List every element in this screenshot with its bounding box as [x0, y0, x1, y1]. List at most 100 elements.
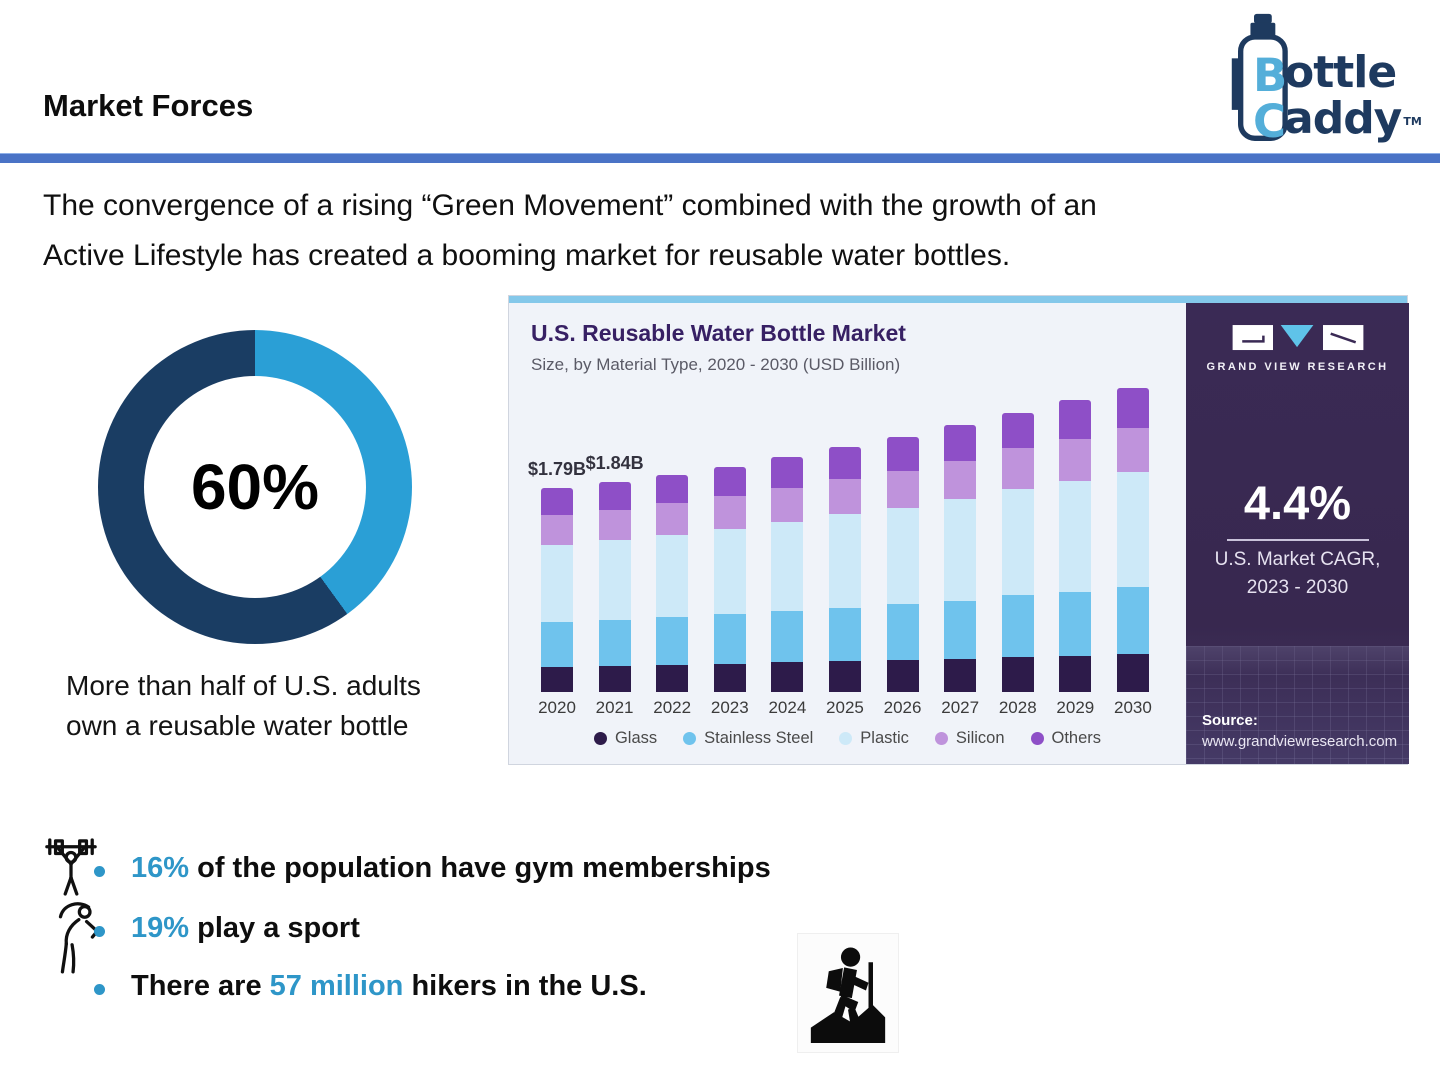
bar-2020: $1.79B 2020 — [528, 459, 586, 717]
bullet-play-sport: 19% play a sport — [94, 912, 360, 945]
bar-segment-plastic — [1059, 481, 1092, 592]
bar-segment-glass — [656, 664, 689, 692]
bar-segment-stainless-steel — [598, 620, 631, 666]
bullet-dot — [94, 866, 105, 877]
legend-label: Plastic — [860, 729, 909, 747]
x-tick-2030: 2030 — [1114, 698, 1152, 717]
bar-segment-stainless-steel — [1059, 591, 1092, 656]
bar-segment-glass — [771, 662, 804, 692]
intro-line-2: Active Lifestyle has created a booming m… — [43, 239, 1011, 272]
bar-segment-plastic — [598, 540, 631, 621]
bar-2029: 2029 — [1056, 400, 1094, 717]
bar-segment-glass — [828, 661, 861, 692]
bullet-suffix: play a sport — [189, 912, 360, 944]
bar-segment-stainless-steel — [1001, 595, 1034, 657]
x-tick-2025: 2025 — [826, 698, 864, 717]
bar-chart-area: U.S. Reusable Water Bottle Market Size, … — [509, 303, 1186, 764]
figure-top-strip — [509, 296, 1407, 303]
chart-title: U.S. Reusable Water Bottle Market — [531, 320, 906, 346]
cagr-underline — [1226, 539, 1369, 541]
weightlifter-icon — [45, 838, 97, 896]
bar-segment-stainless-steel — [656, 616, 689, 665]
legend-item-stainless-steel: Stainless Steel — [683, 729, 813, 748]
bar-segment-others — [886, 437, 919, 472]
bar-segment-others — [1116, 388, 1149, 428]
legend-dot — [839, 732, 853, 745]
bar-2030: 2030 — [1114, 388, 1152, 717]
bar-2027: 2027 — [941, 425, 979, 717]
legend-item-plastic: Plastic — [839, 729, 909, 748]
bullet-hikers: There are 57 million hikers in the U.S. — [94, 970, 647, 1003]
donut-hole: 60% — [144, 376, 366, 598]
logo-word-caddy-text: addy — [1284, 93, 1402, 144]
x-tick-2023: 2023 — [710, 698, 749, 717]
hiker-icon-card — [798, 934, 898, 1052]
bar-2024: 2024 — [768, 457, 806, 717]
cagr-label-line-1: U.S. Market CAGR, — [1214, 549, 1381, 570]
bar-segment-others — [944, 425, 977, 461]
bar-segment-others — [713, 467, 746, 496]
legend-dot — [934, 732, 948, 745]
bar-segment-plastic — [886, 507, 919, 605]
legend-item-glass: Glass — [593, 729, 658, 748]
bar-segment-others — [1059, 400, 1092, 439]
cagr-label-line-2: 2023 - 2030 — [1246, 577, 1349, 598]
bar-segment-stainless-steel — [541, 622, 573, 667]
bar-segment-glass — [1116, 654, 1149, 692]
bar-segment-stainless-steel — [944, 600, 977, 659]
bar-segment-silicon — [944, 460, 977, 500]
bar-segment-silicon — [1059, 438, 1092, 482]
bar-segment-others — [1001, 413, 1034, 449]
legend-label: Glass — [614, 729, 658, 747]
bar-segment-glass — [1001, 656, 1034, 692]
bullet-highlight: 19% — [131, 912, 190, 944]
bar-segment-stainless-steel — [828, 607, 861, 662]
x-tick-2020: 2020 — [538, 698, 576, 717]
bullet-text: There are 57 million hikers in the U.S. — [131, 970, 647, 1003]
bar-segment-stainless-steel — [771, 611, 804, 663]
bar-segment-silicon — [713, 495, 746, 529]
bullet-gym-memberships: 16% of the population have gym membershi… — [94, 852, 771, 885]
logo-word-bottle: ottle — [1284, 47, 1397, 98]
chart-subtitle: Size, by Material Type, 2020 - 2030 (USD… — [531, 355, 901, 374]
bar-segment-glass — [598, 665, 631, 692]
bar-segment-silicon — [656, 502, 689, 535]
hiker-icon — [810, 947, 886, 1043]
logo-word-caddy: addy TM — [1284, 96, 1422, 145]
bullet-prefix: There are — [131, 970, 270, 1002]
bar-segment-plastic — [656, 534, 689, 617]
x-tick-2029: 2029 — [1056, 698, 1095, 717]
source-url: www.grandviewresearch.com — [1202, 733, 1398, 750]
bar-segment-glass — [541, 666, 573, 692]
bar-segment-plastic — [713, 528, 746, 615]
x-tick-2021: 2021 — [595, 698, 634, 717]
donut-caption: More than half of U.S. adults own a reus… — [66, 666, 421, 746]
logo-letter-c: C — [1253, 95, 1287, 148]
bar-segment-plastic — [541, 544, 573, 623]
gvr-panel: GRAND VIEW RESEARCH 4.4% U.S. Market CAG… — [1186, 303, 1409, 764]
bar-2025: 2025 — [826, 447, 864, 717]
source-note: Source: www.grandviewresearch.com — [1202, 710, 1397, 752]
bullet-highlight: 57 million — [269, 970, 404, 1002]
bar-segment-stainless-steel — [1116, 587, 1149, 655]
bar-segment-silicon — [1001, 448, 1034, 490]
legend-label: Others — [1051, 729, 1102, 747]
bullet-text: 16% of the population have gym membershi… — [131, 852, 771, 885]
legend-dot — [593, 732, 607, 745]
water-bottle-icon — [1231, 13, 1288, 141]
chart-legend: Glass Stainless Steel Plastic Silicon Others — [509, 729, 1186, 748]
page-title: Market Forces — [43, 88, 254, 123]
cagr-value: 4.4% — [1243, 476, 1352, 529]
logo-letter-b: B — [1253, 49, 1288, 102]
donut-chart: 60% — [98, 330, 412, 644]
x-tick-2028: 2028 — [998, 698, 1037, 717]
bar-segment-plastic — [944, 499, 977, 601]
legend-dot — [1030, 732, 1044, 745]
x-tick-2026: 2026 — [883, 698, 922, 717]
bullet-highlight: 16% — [131, 852, 190, 884]
bar-segment-glass — [713, 663, 746, 692]
bar-segment-silicon — [886, 471, 919, 508]
donut-caption-line-1: More than half of U.S. adults — [66, 670, 421, 701]
bar-segment-silicon — [541, 515, 573, 545]
